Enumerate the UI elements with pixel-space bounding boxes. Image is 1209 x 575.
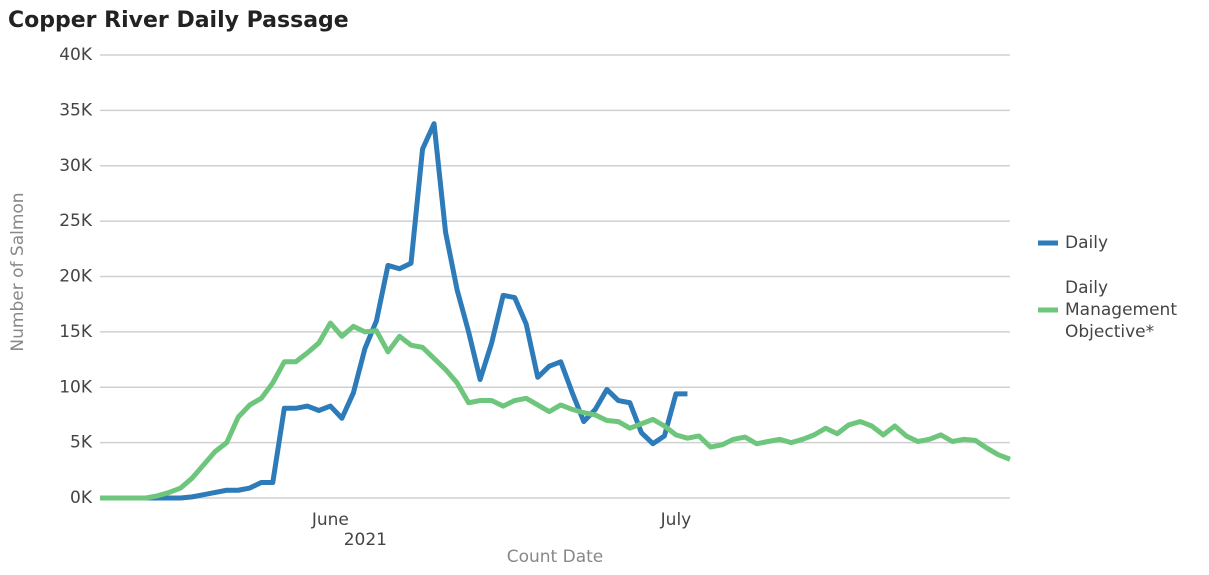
x-tick-label: June [311,510,349,530]
y-tick-label: 10K [59,377,93,397]
legend-label: Daily [1065,233,1108,253]
x-axis-title: Count Date [507,547,604,567]
x-sublabel: 2021 [344,530,387,550]
chart-title: Copper River Daily Passage [8,8,349,33]
data-line [100,121,688,501]
y-axis-title: Number of Salmon [8,192,28,351]
y-tick-label: 35K [59,100,93,120]
data-line [100,320,1011,501]
y-tick-label: 15K [59,322,93,342]
y-tick-label: 30K [59,156,93,176]
y-tick-label: 20K [59,267,93,287]
x-tick-label: July [660,510,692,530]
legend-label: Daily Management Objective* [1065,278,1177,342]
y-tick-label: 25K [59,211,93,231]
y-tick-label: 5K [70,433,93,453]
y-tick-label: 0K [70,488,93,508]
y-tick-label: 40K [59,45,93,65]
